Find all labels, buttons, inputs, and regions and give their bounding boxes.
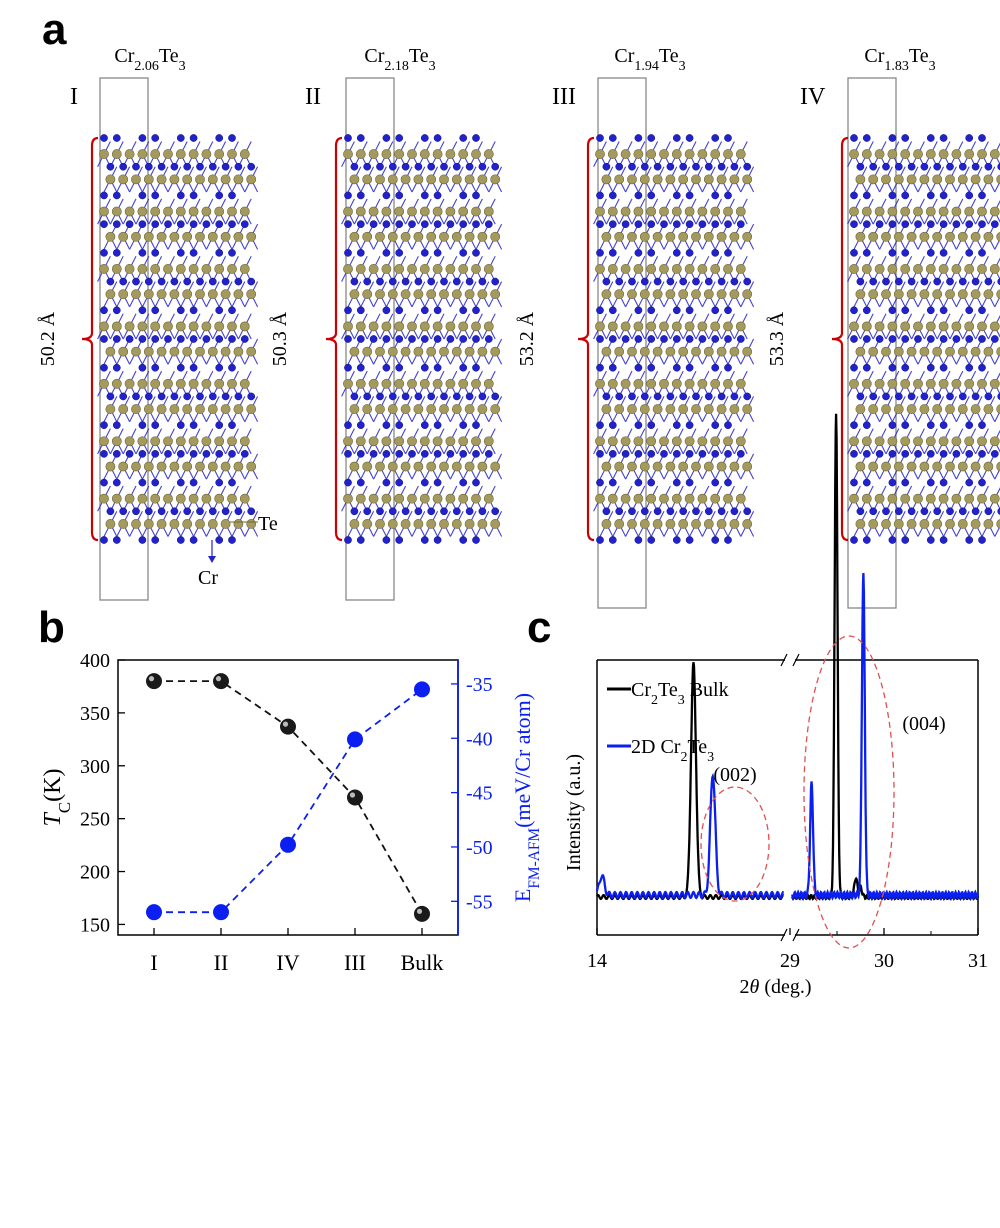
legend-entry: Cr2Te3 Bulk xyxy=(631,679,729,708)
panel-c-xrd-chart: 14 29 30 31 2θ (deg.) Intensity (a.u.) (002) (0… xyxy=(563,413,988,998)
peak-annotation-004: (004) xyxy=(803,635,946,949)
energy-point-II xyxy=(213,904,229,921)
legend-entry: 2D Cr2Te3 xyxy=(631,736,714,765)
structure-formula: Cr1.94Te3 xyxy=(614,45,685,74)
panel-letter-b: b xyxy=(38,603,65,652)
structure-3: Cr1.94Te3 III 53.2 Å xyxy=(516,45,755,609)
height-bracket xyxy=(831,136,849,542)
unit-cell-box xyxy=(847,77,897,609)
y-left-tick-label: 250 xyxy=(80,809,110,831)
x-tick-label-III: III xyxy=(344,950,366,975)
structure-4: Cr1.83Te3 IV 53.3 Å xyxy=(766,45,1000,609)
x-tick-label: 14 xyxy=(587,950,607,972)
axis-break-mark xyxy=(780,928,788,942)
y-left-tick-label: 400 xyxy=(80,650,110,672)
te-label: Te xyxy=(258,513,278,535)
x-tick-label-II: II xyxy=(214,950,229,975)
x-tick-label-IV: IV xyxy=(276,950,299,975)
structure-2: Cr2.18Te3 II 50.3 Å xyxy=(269,45,503,601)
slab-height-label: 53.3 Å xyxy=(766,311,788,366)
tc-point-Bulk xyxy=(414,905,430,922)
structure-label: II xyxy=(305,84,321,110)
x-tick-label: 30 xyxy=(874,950,894,972)
energy-point-Bulk xyxy=(414,681,430,698)
series-line xyxy=(154,680,423,915)
peak-annotation-002: (002) xyxy=(700,764,770,902)
y-left-tick-label: 200 xyxy=(80,862,110,884)
series-right xyxy=(146,681,430,921)
y-left-axis-label: TC(K) xyxy=(40,769,74,827)
y-left-tick-label: 350 xyxy=(80,703,110,725)
xrd-series-2d xyxy=(595,572,980,901)
xrd-trace xyxy=(791,572,980,901)
structure-1: Cr2.06Te3 I 50.2 Å xyxy=(37,45,259,601)
y-right-tick-label: -55 xyxy=(466,891,493,913)
lattice-atoms xyxy=(97,134,259,544)
y-right-axis-label: EFM-AFM(meV/Cr atom) xyxy=(510,693,543,902)
structure-label: IV xyxy=(800,84,826,110)
lattice-atoms xyxy=(847,134,1000,544)
lattice-atoms xyxy=(341,134,503,544)
unit-cell-box xyxy=(597,77,647,609)
svg-text:(004): (004) xyxy=(902,713,945,735)
height-bracket xyxy=(577,136,595,542)
panel-a-structures: Cr2.06Te3 I 50.2 Å Cr2.18Te3 II 50.3 Å Cr1.94T… xyxy=(37,45,1000,609)
series-left xyxy=(146,673,430,922)
energy-point-IV xyxy=(280,836,296,853)
slab-height-label: 53.2 Å xyxy=(516,311,538,366)
tc-point-II xyxy=(213,673,229,690)
structure-label: I xyxy=(70,84,78,110)
slab-height-label: 50.2 Å xyxy=(37,311,59,366)
cr-label: Cr xyxy=(198,567,218,589)
x-tick-label: 31 xyxy=(968,950,988,972)
slab-height-label: 50.3 Å xyxy=(269,311,291,366)
panel-letter-c: c xyxy=(527,603,551,652)
tc-point-I xyxy=(146,673,162,690)
tc-point-III xyxy=(347,789,363,806)
x-tick-label: 29 xyxy=(780,950,800,972)
energy-point-I xyxy=(146,904,162,921)
panel-letter-a: a xyxy=(42,5,67,54)
x-axis-label: 2θ (deg.) xyxy=(739,976,811,998)
energy-point-III xyxy=(347,731,363,748)
svg-text:(002): (002) xyxy=(713,764,756,786)
structure-formula: Cr2.18Te3 xyxy=(364,45,435,74)
y-left-tick-label: 300 xyxy=(80,756,110,778)
xrd-trace xyxy=(595,772,785,900)
axis-break-mark xyxy=(780,653,788,667)
x-tick-label-I: I xyxy=(150,950,157,975)
y-left-tick-label: 150 xyxy=(80,914,110,936)
height-bracket xyxy=(325,136,343,542)
height-bracket xyxy=(81,136,99,542)
legend: Cr2Te3 Bulk 2D Cr2Te3 xyxy=(607,679,729,765)
x-tick-label-Bulk: Bulk xyxy=(401,950,444,975)
structure-formula: Cr1.83Te3 xyxy=(864,45,935,74)
y-right-tick-label: -50 xyxy=(466,837,493,859)
y-axis-label: Intensity (a.u.) xyxy=(563,754,585,871)
y-right-tick-label: -35 xyxy=(466,674,493,696)
y-right-tick-label: -45 xyxy=(466,783,493,805)
xrd-series-bulk xyxy=(596,413,980,902)
structure-formula: Cr2.06Te3 xyxy=(114,45,185,74)
atom-legend: Te Cr xyxy=(198,513,278,589)
unit-cell-box xyxy=(99,77,149,601)
structure-label: III xyxy=(552,84,576,110)
lattice-atoms xyxy=(593,134,755,544)
tc-point-IV xyxy=(280,718,296,735)
y-right-tick-label: -40 xyxy=(466,728,493,750)
